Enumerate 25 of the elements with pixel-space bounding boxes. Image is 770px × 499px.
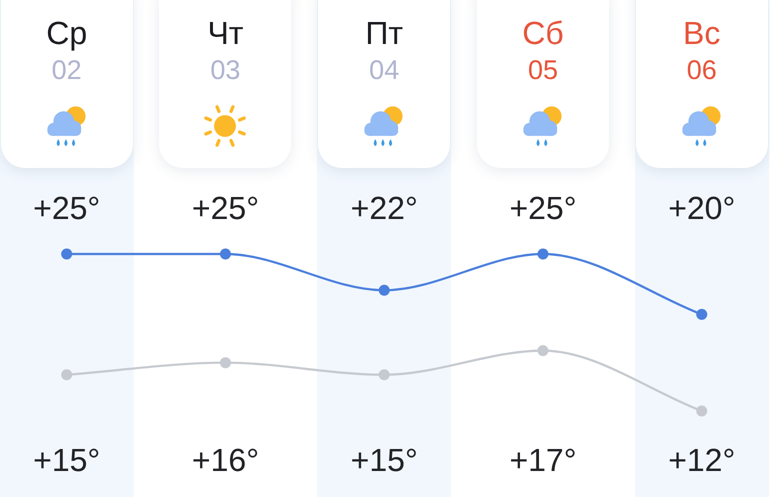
point	[378, 284, 390, 296]
point	[220, 357, 231, 368]
point	[537, 248, 548, 260]
x-tick-label: Ср 02	[45, 15, 88, 85]
point	[696, 308, 708, 320]
x-tick-label: Вс 06	[682, 15, 722, 85]
data-label: +25°	[509, 190, 577, 226]
point	[696, 406, 708, 416]
point	[61, 369, 72, 380]
point	[378, 369, 390, 380]
data-label: +25°	[192, 190, 259, 226]
x-tick-label: Чт 03	[206, 15, 244, 85]
data-label: +25°	[33, 190, 100, 226]
data-label: +12°	[668, 442, 736, 478]
point	[61, 248, 72, 260]
x-tick-label: Пт 04	[364, 15, 404, 85]
data-label: +15°	[350, 442, 418, 478]
data-label: +22°	[350, 190, 418, 226]
point	[220, 248, 231, 260]
data-label: +15°	[33, 442, 100, 478]
point	[537, 345, 548, 356]
x-tick-label: Сб 05	[521, 15, 565, 85]
data-label: +16°	[192, 442, 259, 478]
data-label: +17°	[509, 442, 577, 478]
data-label: +20°	[668, 190, 736, 226]
